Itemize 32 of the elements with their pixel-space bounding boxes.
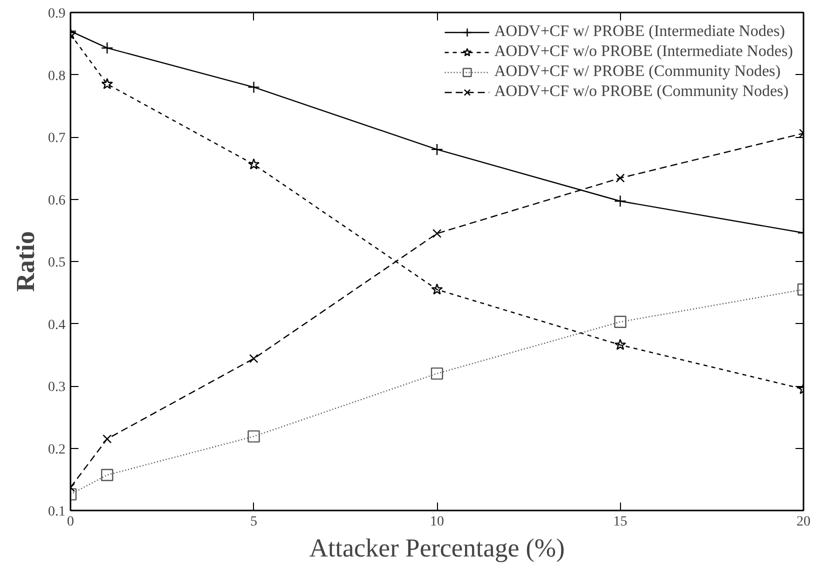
point <box>432 229 442 238</box>
y-tick-label: 0.1 <box>48 504 66 520</box>
point <box>616 174 625 183</box>
y-tick-label: 0.5 <box>48 256 66 270</box>
point <box>431 283 443 295</box>
x-tick-label: 20 <box>796 514 810 530</box>
y-tick-label: 0.6 <box>48 193 66 208</box>
legend-label: AODV+CF w/ PROBE (Intermediate Nodes) <box>494 23 785 41</box>
point <box>248 158 260 170</box>
point <box>614 195 626 208</box>
legend-label: AODV+CF w/o PROBE (Intermediate Nodes) <box>494 43 793 61</box>
y-tick-label: 0.7 <box>48 131 66 146</box>
legend-label: AODV+CF w/o PROBE (Community Nodes) <box>494 83 789 101</box>
y-axis-title: Ratio <box>11 231 40 292</box>
y-tick-label: 0.4 <box>48 318 66 333</box>
y-tick-label: 0.8 <box>48 68 66 84</box>
x-axis-title: Attacker Percentage (%) <box>309 534 565 562</box>
point <box>614 338 626 350</box>
y-tick-label: 0.3 <box>48 380 66 395</box>
y-tick-label: 0.2 <box>48 442 66 458</box>
point <box>248 430 260 443</box>
point <box>249 354 258 364</box>
legend-label: AODV+CF w/ PROBE (Community Nodes) <box>494 63 781 81</box>
x-tick-label: 15 <box>613 514 628 530</box>
x-tick-label: 10 <box>430 514 444 530</box>
x-tick-label: 0 <box>67 514 74 530</box>
y-tick-label: 0.9 <box>48 6 66 22</box>
point <box>430 367 444 380</box>
point <box>614 316 626 328</box>
point <box>248 81 260 94</box>
point <box>430 143 444 156</box>
x-tick-label: 5 <box>250 514 258 530</box>
